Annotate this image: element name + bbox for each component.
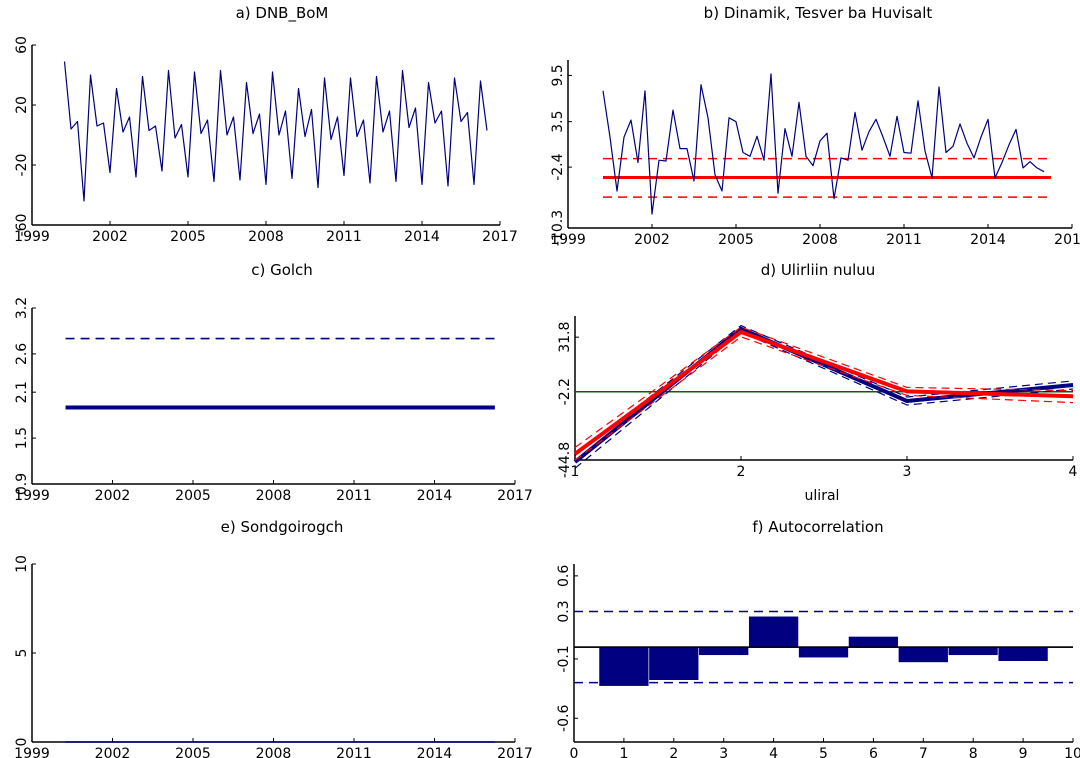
panel-c-x-tick-label: 1999 — [14, 488, 50, 504]
panel-f-bar-lag-5 — [798, 646, 849, 659]
panel-c-x-tick-label: 2008 — [256, 488, 292, 504]
panel-d-x-tick-label: 2 — [737, 464, 746, 480]
panel-d-y-tick-label: -2.2 — [557, 378, 573, 405]
panel-c-x-tick-label: 2002 — [95, 488, 131, 504]
panel-c-y-tick-label: 2.6 — [14, 343, 30, 365]
panel-e-x-tick-label: 2017 — [497, 746, 533, 758]
panel-a-y-tick-label: -60 — [14, 214, 30, 237]
panel-f-bar-lag-7 — [898, 646, 949, 663]
panel-a-x-tick-label: 1999 — [14, 229, 50, 245]
panel-d-y-tick-label: 31.8 — [557, 322, 573, 353]
panel-d-series-red-upper — [574, 326, 1074, 448]
panel-f-x-tick-label: 9 — [1019, 746, 1028, 758]
panel-d-x-tick-label: 4 — [1069, 464, 1078, 480]
panel-f-y-tick-label: -0.1 — [556, 645, 572, 672]
panel-b-series-dinamik — [602, 73, 1045, 215]
panel-f-x-tick-label: 2 — [669, 746, 678, 758]
panel-d-title: d) Ulirliin nuluu — [761, 261, 876, 279]
panel-a-x-tick-label: 2008 — [248, 229, 284, 245]
panel-e-x-tick-label: 2014 — [417, 746, 453, 758]
panel-a-x-tick-label: 2005 — [170, 229, 206, 245]
panel-a-series-dnb-bom — [63, 61, 488, 202]
panel-f-bar-lag-6 — [848, 636, 899, 648]
panel-a-title: a) DNB_BoM — [236, 4, 329, 23]
panel-a-y-tick-label: 60 — [14, 36, 30, 54]
panel-f-bar-lag-8 — [947, 646, 999, 656]
panel-d-series-blue-lower — [574, 331, 1074, 469]
panel-f-y-tick-label: 0.6 — [556, 565, 572, 587]
panel-b-x-tick-label: 1999 — [550, 232, 586, 248]
panel-c-title: c) Golch — [251, 261, 313, 279]
panel-f-x-tick-label: 7 — [919, 746, 928, 758]
panel-a-y-tick-label: 20 — [14, 96, 30, 114]
panel-d-x-tick-label: 3 — [903, 464, 912, 480]
panel-b-x-tick-label: 2014 — [970, 232, 1006, 248]
panel-a-x-tick-label: 2011 — [326, 229, 362, 245]
panel-b-y-tick-label: 9.5 — [550, 64, 566, 86]
panel-f-bar-lag-3 — [698, 646, 749, 656]
panel-a-x-tick-label: 2017 — [482, 229, 518, 245]
panel-c-x-tick-label: 2017 — [497, 488, 533, 504]
panel-d-ulirliin-nuluu: d) Ulirliin nuluu uliral 1 2 3 4 -44.8 -2.2 31… — [557, 261, 1078, 504]
panel-a-y-tick-label: -20 — [14, 154, 30, 177]
panel-f-autocorrelation: f) Autocorrelation 0 1 2 3 4 5 6 7 8 9 10 -0.6 -0.1 0… — [556, 518, 1080, 758]
panel-f-x-tick-label: 1 — [619, 746, 628, 758]
panel-f-title: f) Autocorrelation — [752, 518, 883, 536]
panel-b-y-tick-label: -10.3 — [550, 210, 566, 246]
panel-e-x-tick-label: 2002 — [95, 746, 131, 758]
panel-a-dnb-bom: a) DNB_BoM 1999 2002 2005 2008 2011 2014 2017 -… — [14, 4, 518, 245]
panel-b-dinamik: b) Dinamik, Tesver ba Huvisalt 1999 2002 2… — [550, 4, 1080, 248]
panel-f-x-tick-label: 10 — [1064, 746, 1080, 758]
panel-b-x-tick-label: 2005 — [718, 232, 754, 248]
panel-c-x-tick-label: 2014 — [417, 488, 453, 504]
panel-e-x-tick-label: 2008 — [256, 746, 292, 758]
panel-e-y-tick-label: 5 — [14, 649, 30, 658]
panel-f-x-tick-label: 3 — [719, 746, 728, 758]
panel-e-x-tick-label: 2005 — [175, 746, 211, 758]
panel-a-x-tick-label: 2002 — [92, 229, 128, 245]
panel-b-x-tick-label: 2011 — [886, 232, 922, 248]
panel-c-y-tick-label: 0.9 — [14, 473, 30, 495]
panel-e-x-tick-label: 1999 — [14, 746, 50, 758]
panel-c-x-tick-label: 2005 — [175, 488, 211, 504]
panel-f-bar-lag-2 — [648, 646, 700, 681]
panel-b-y-tick-label: 3.5 — [550, 111, 566, 133]
panel-c-y-tick-label: 1.5 — [14, 427, 30, 449]
panel-b-x-tick-label: 2002 — [634, 232, 670, 248]
panel-e-title: e) Sondgoirogch — [221, 518, 344, 536]
panel-f-x-tick-label: 8 — [969, 746, 978, 758]
panel-f-bar-lag-4 — [748, 615, 799, 648]
panel-f-x-tick-label: 0 — [570, 746, 579, 758]
panel-d-xlabel: uliral — [805, 488, 840, 504]
panel-c-y-tick-label: 2.1 — [14, 381, 30, 403]
panel-e-y-tick-label: 0 — [14, 738, 30, 747]
panel-b-title: b) Dinamik, Tesver ba Huvisalt — [704, 4, 933, 22]
panel-b-y-tick-label: -2.4 — [550, 153, 566, 180]
panel-f-x-tick-label: 6 — [869, 746, 878, 758]
panel-a-x-tick-label: 2014 — [404, 229, 440, 245]
panel-d-series-red-estimate — [573, 330, 1074, 456]
panel-b-x-tick-label: 2008 — [802, 232, 838, 248]
panel-d-y-tick-label: -44.8 — [557, 442, 573, 478]
panel-f-y-tick-label: 0.3 — [556, 600, 572, 622]
panel-e-x-tick-label: 2011 — [336, 746, 372, 758]
panel-c-y-tick-label: 3.2 — [14, 297, 30, 319]
panel-d-x-tick-label: 1 — [571, 464, 580, 480]
panel-f-bar-lag-1 — [598, 646, 650, 687]
panel-b-x-tick-label: 2017 — [1054, 232, 1080, 248]
panel-c-x-tick-label: 2011 — [336, 488, 372, 504]
panel-f-bar-lag-9 — [997, 646, 1049, 662]
panel-f-x-tick-label: 5 — [819, 746, 828, 758]
panel-f-y-tick-label: -0.6 — [556, 705, 572, 732]
panel-f-x-tick-label: 4 — [769, 746, 778, 758]
panel-e-sondgoirogch: e) Sondgoirogch 1999 2002 2005 2008 2011 2014… — [14, 518, 533, 758]
panel-e-y-tick-label: 10 — [14, 555, 30, 573]
panel-c-golch: c) Golch 1999 2002 2005 2008 2011 2014 2017 0.9… — [14, 261, 533, 504]
